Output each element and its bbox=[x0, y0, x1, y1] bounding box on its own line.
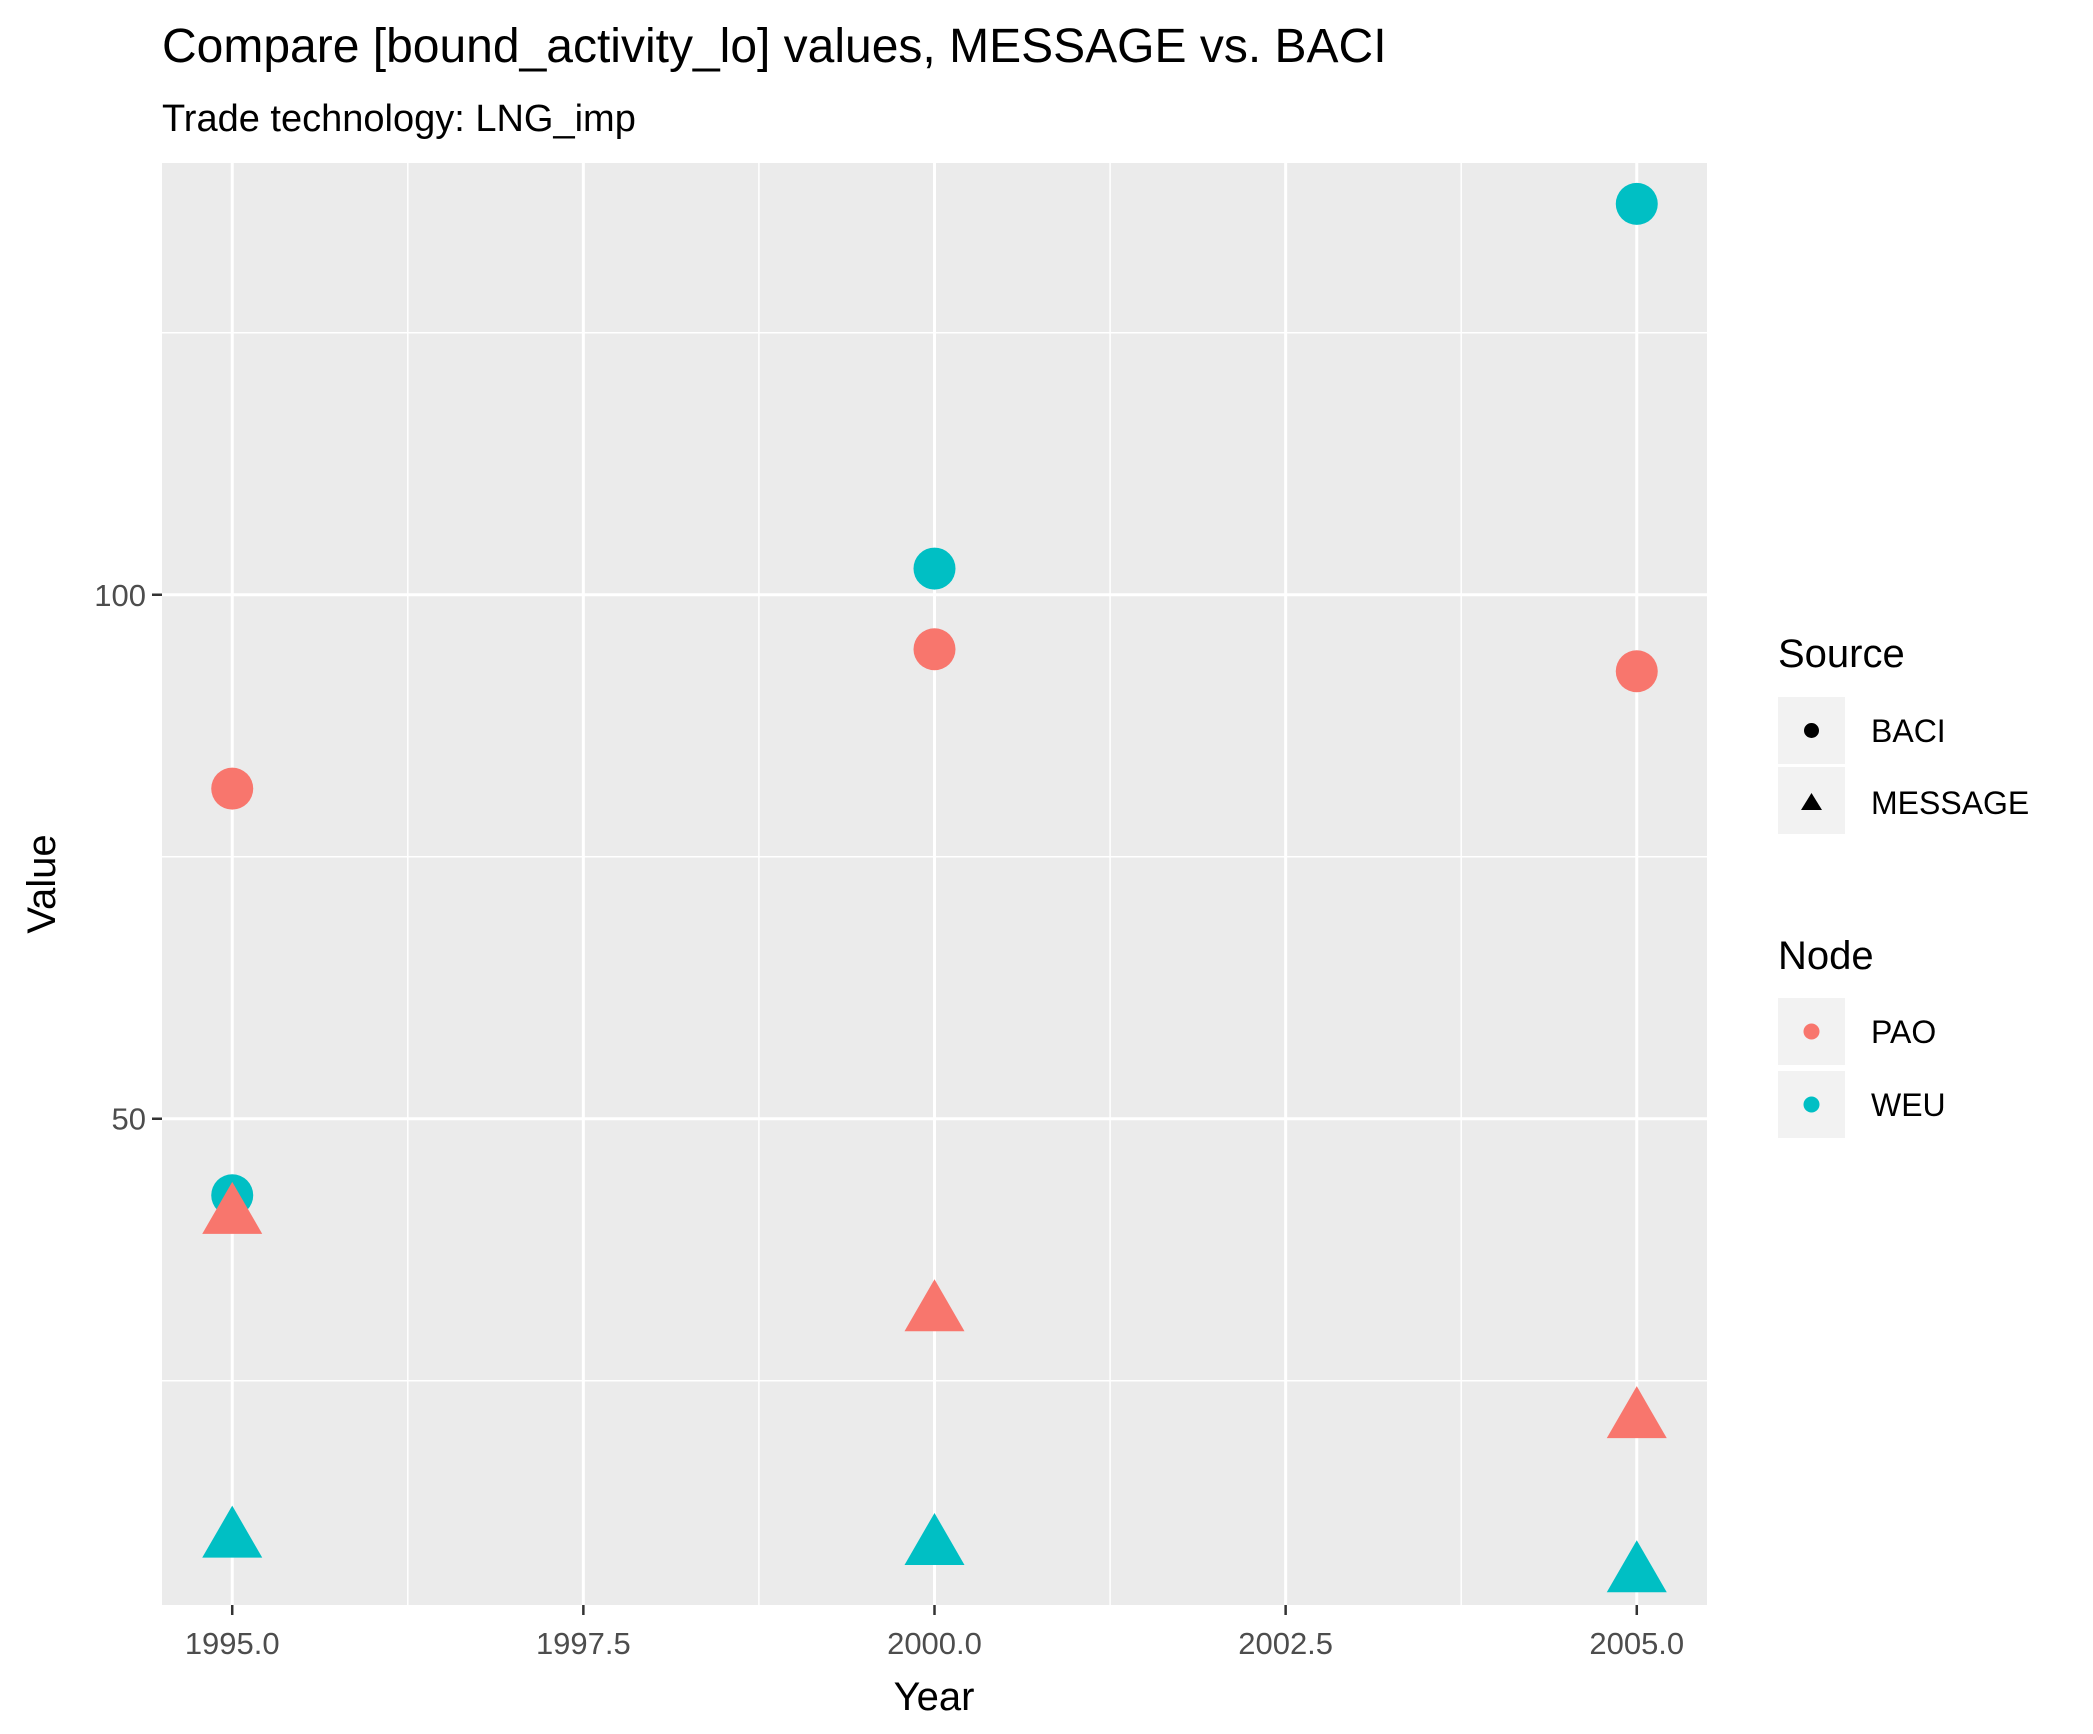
point-message-pao bbox=[202, 1181, 263, 1234]
axes: 1995.0 1997.5 2000.0 2002.5 2005.0 50 100 bbox=[94, 578, 1684, 1661]
data-points bbox=[202, 182, 1667, 1593]
legend-label-message: MESSAGE bbox=[1871, 785, 2029, 821]
x-tick-label: 2005.0 bbox=[1589, 1626, 1684, 1661]
legend-baci-circle-icon bbox=[1804, 723, 1819, 738]
legend-label-pao: PAO bbox=[1871, 1014, 1936, 1050]
point-message-weu bbox=[1606, 1540, 1667, 1593]
legend-message-triangle-icon bbox=[1801, 793, 1822, 810]
point-message-weu bbox=[202, 1505, 263, 1558]
gridlines bbox=[162, 163, 1707, 1605]
chart-subtitle: Trade technology: LNG_imp bbox=[162, 98, 636, 140]
y-axis-title: Value bbox=[20, 834, 64, 933]
point-baci-pao bbox=[211, 767, 254, 810]
legend-weu-circle-icon bbox=[1803, 1096, 1820, 1113]
legend-label-baci: BACI bbox=[1871, 713, 1946, 749]
point-baci-weu bbox=[913, 547, 956, 590]
x-axis-title: Year bbox=[894, 1675, 975, 1719]
y-tick-label: 50 bbox=[112, 1102, 146, 1137]
legend-pao-circle-icon bbox=[1803, 1023, 1820, 1040]
point-message-weu bbox=[904, 1512, 965, 1565]
chart-title: Compare [bound_activity_lo] values, MESS… bbox=[162, 20, 1387, 73]
x-tick-label: 1995.0 bbox=[185, 1626, 280, 1661]
legend: Source BACI MESSAGE Node PAO WEU bbox=[1778, 632, 2029, 1138]
point-message-pao bbox=[904, 1279, 965, 1332]
legend-node-title: Node bbox=[1778, 934, 1874, 978]
legend-source-title: Source bbox=[1778, 632, 1905, 676]
point-baci-pao bbox=[1615, 650, 1658, 693]
x-tick-label: 2000.0 bbox=[887, 1626, 982, 1661]
y-tick-label: 100 bbox=[94, 578, 146, 613]
legend-label-weu: WEU bbox=[1871, 1087, 1946, 1123]
x-tick-label: 2002.5 bbox=[1238, 1626, 1333, 1661]
x-tick-label: 1997.5 bbox=[536, 1626, 631, 1661]
point-message-pao bbox=[1606, 1386, 1667, 1439]
point-baci-pao bbox=[913, 628, 956, 671]
point-baci-weu bbox=[1615, 182, 1658, 225]
